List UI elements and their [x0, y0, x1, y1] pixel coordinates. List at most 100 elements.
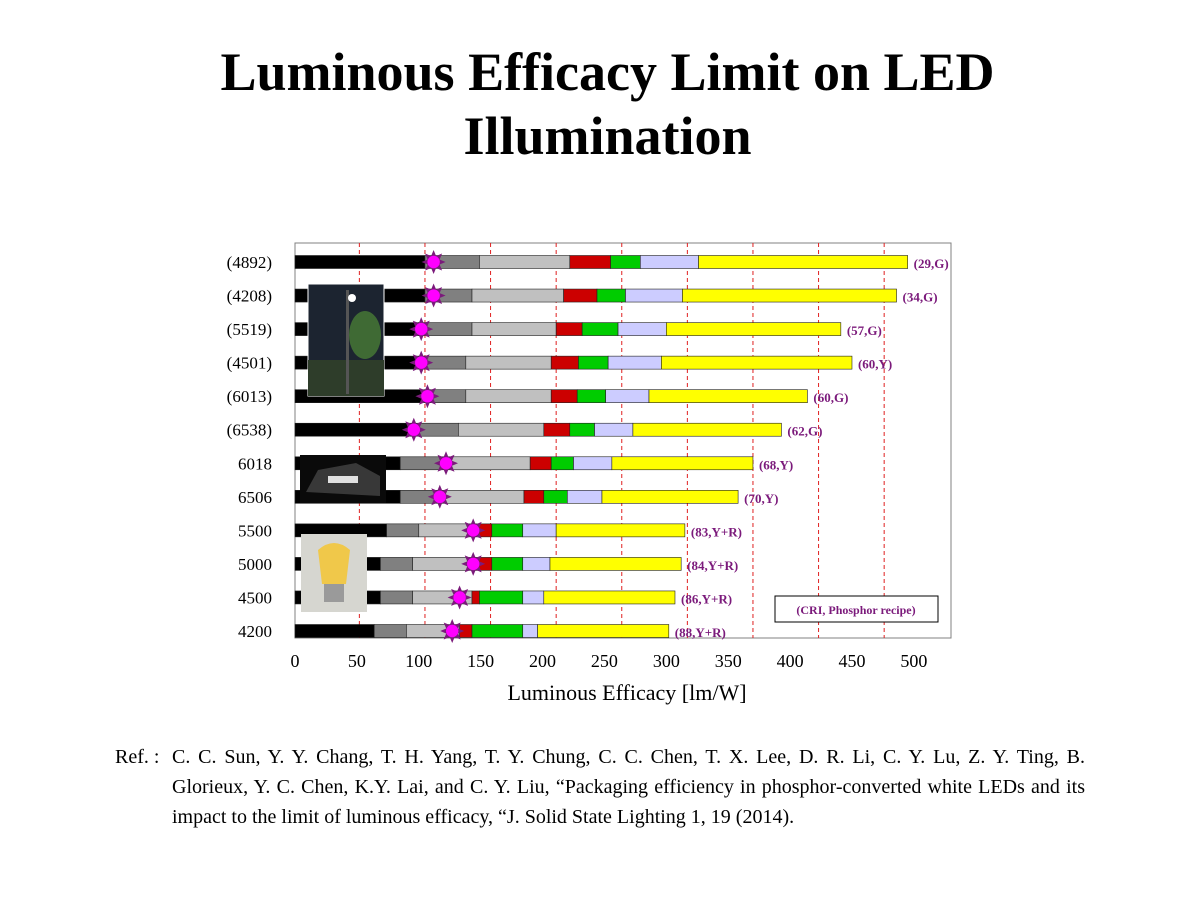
car-headlight-photo	[300, 455, 386, 503]
row-annotation: (60,G)	[813, 390, 848, 405]
bar-segment	[522, 590, 545, 605]
x-tick-label: 400	[777, 651, 804, 671]
bar-segment	[537, 624, 670, 638]
bar-segment	[522, 557, 551, 571]
row-annotation: (86,Y+R)	[681, 591, 732, 606]
labels: 0 50 100 150 200 250 300 350 400 450 500 (4892) (29,…	[227, 253, 949, 671]
bar-segment	[555, 523, 686, 538]
bar-segment	[563, 288, 598, 303]
bar-segment	[543, 490, 568, 504]
bar-segment	[479, 590, 524, 605]
bar-segment	[617, 322, 667, 336]
row-label: (4892)	[227, 253, 272, 272]
marker-dot	[467, 524, 480, 537]
bar-segment	[471, 322, 557, 336]
row-label: 5000	[238, 555, 272, 574]
row-label: 6018	[238, 454, 272, 473]
bar-segment	[594, 422, 634, 437]
row-label: 5500	[238, 521, 272, 540]
marker-dot	[427, 255, 440, 269]
bar-segment	[666, 322, 842, 336]
bar-segment	[294, 255, 426, 269]
row-label: (6538)	[227, 421, 272, 440]
marker-dot	[433, 490, 447, 504]
bar-segment	[471, 288, 564, 303]
x-tick-label: 250	[591, 651, 618, 671]
bar-segment	[465, 389, 552, 403]
bar-segment	[294, 624, 375, 638]
row-annotation: (57,G)	[847, 323, 882, 338]
bar-segment	[491, 523, 524, 538]
bar-segment	[522, 624, 538, 638]
bar-segment	[529, 456, 552, 471]
street-lamp-photo	[307, 283, 385, 397]
bar-segment	[550, 456, 574, 471]
bar-segment	[386, 523, 420, 538]
reference-label: Ref. :	[115, 746, 160, 768]
x-tick-label: 0	[291, 651, 300, 671]
row-annotation: (84,Y+R)	[687, 558, 738, 573]
x-tick-label: 200	[529, 651, 556, 671]
bar-segment	[523, 490, 545, 504]
marker-dot	[467, 557, 480, 571]
row-annotation: (70,Y)	[744, 491, 778, 506]
bar-segment	[569, 255, 611, 269]
light-bulb-photo	[301, 534, 367, 612]
marker-dot	[415, 322, 428, 336]
bar-segment	[632, 422, 782, 437]
row-label: 4200	[238, 622, 272, 641]
bar-segment	[491, 557, 524, 571]
bar-segment	[439, 490, 525, 504]
bar-segment	[522, 523, 557, 538]
bar-segment	[479, 255, 571, 269]
row-annotation: (68,Y)	[759, 457, 793, 472]
row-annotation: (29,G)	[914, 256, 949, 271]
bar-segment	[458, 422, 545, 437]
legend-box: (CRI, Phosphor recipe)	[774, 595, 939, 623]
row-annotation: (88,Y+R)	[675, 625, 726, 640]
row-label: (6013)	[227, 387, 272, 406]
marker-dot	[427, 289, 440, 302]
bar-segment	[576, 389, 606, 403]
bar-segment	[625, 288, 683, 303]
x-tick-label: 50	[348, 651, 366, 671]
bar-segment	[294, 422, 413, 437]
photos	[300, 283, 386, 612]
row-label: (5519)	[227, 320, 272, 339]
slide-title: Luminous Efficacy Limit on LED Illuminat…	[220, 42, 995, 166]
bar-segment	[550, 389, 578, 403]
marker-dot	[415, 356, 428, 369]
bar-segment	[573, 456, 613, 471]
bar-segment	[549, 557, 682, 571]
row-label: (4208)	[227, 287, 272, 306]
bar-segment	[698, 255, 908, 269]
bar-segment	[578, 355, 609, 370]
x-tick-label: 300	[653, 651, 680, 671]
bar-segment	[682, 288, 897, 303]
markers	[401, 250, 486, 643]
x-tick-label: 100	[405, 651, 432, 671]
bar-segment	[471, 624, 524, 638]
bar-segment	[607, 355, 662, 370]
x-tick-label: 450	[838, 651, 865, 671]
row-annotation: (34,G)	[903, 290, 938, 305]
bar-segment	[555, 322, 583, 336]
row-label: 4500	[238, 588, 272, 607]
bar-segment	[465, 355, 552, 370]
marker-dot	[453, 591, 466, 604]
row-annotation: (62,G)	[787, 424, 822, 439]
bar-segment	[550, 355, 579, 370]
bar-segment	[611, 456, 754, 471]
x-tick-label: 500	[900, 651, 927, 671]
bar-segment	[567, 490, 603, 504]
marker-dot	[439, 457, 453, 470]
bar-segment	[373, 624, 407, 638]
row-label: (4501)	[227, 354, 272, 373]
x-tick-label: 150	[467, 651, 494, 671]
bar-segment	[471, 590, 480, 605]
bar-segment	[581, 322, 619, 336]
x-tick-label: 350	[715, 651, 742, 671]
reference: Ref. : C. C. Sun, Y. Y. Chang, T. H. Yan…	[115, 742, 1085, 832]
marker-dot	[445, 624, 459, 638]
bar-segment	[596, 288, 626, 303]
